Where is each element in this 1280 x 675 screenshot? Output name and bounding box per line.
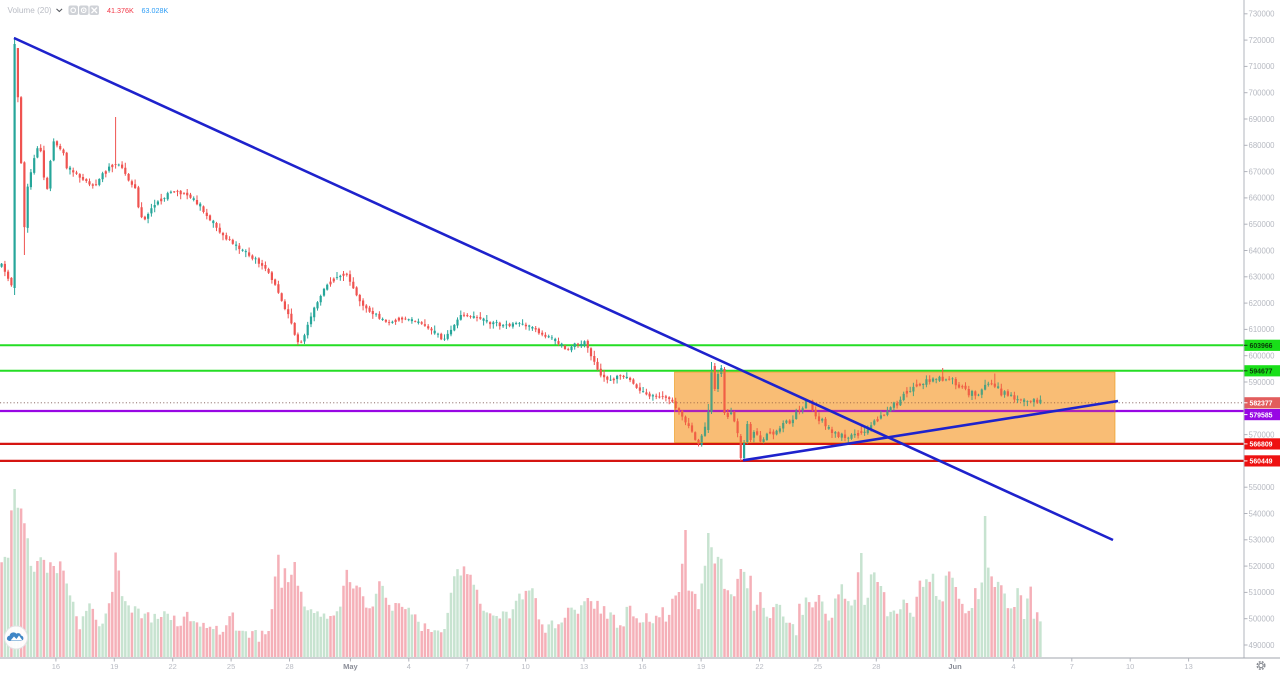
svg-text:540000: 540000 [1249, 509, 1276, 518]
svg-text:603966: 603966 [1250, 343, 1273, 350]
svg-text:22: 22 [169, 662, 177, 671]
svg-text:Jun: Jun [948, 662, 962, 671]
svg-text:25: 25 [814, 662, 822, 671]
svg-text:520000: 520000 [1249, 562, 1276, 571]
svg-text:Volume (20): Volume (20) [8, 6, 52, 15]
svg-text:4: 4 [1011, 662, 1015, 671]
svg-text:650000: 650000 [1249, 220, 1276, 229]
svg-text:700000: 700000 [1249, 89, 1276, 98]
svg-text:660000: 660000 [1249, 194, 1276, 203]
svg-text:7: 7 [1070, 662, 1074, 671]
svg-text:490000: 490000 [1249, 641, 1276, 650]
svg-text:640000: 640000 [1249, 246, 1276, 255]
svg-text:25: 25 [227, 662, 235, 671]
svg-text:566809: 566809 [1250, 442, 1273, 449]
svg-text:22: 22 [755, 662, 763, 671]
svg-text:16: 16 [52, 662, 60, 671]
svg-text:510000: 510000 [1249, 588, 1276, 597]
svg-text:680000: 680000 [1249, 141, 1276, 150]
svg-text:690000: 690000 [1249, 115, 1276, 124]
svg-text:500000: 500000 [1249, 615, 1276, 624]
svg-text:720000: 720000 [1249, 36, 1276, 45]
svg-text:41.376K: 41.376K [107, 6, 134, 15]
svg-text:730000: 730000 [1249, 10, 1276, 19]
svg-text:19: 19 [110, 662, 118, 671]
svg-text:4: 4 [407, 662, 411, 671]
svg-text:590000: 590000 [1249, 378, 1276, 387]
svg-text:600000: 600000 [1249, 352, 1276, 361]
svg-text:582377: 582377 [1250, 401, 1273, 408]
svg-text:63.028K: 63.028K [142, 6, 169, 15]
svg-text:13: 13 [1184, 662, 1192, 671]
svg-text:28: 28 [285, 662, 293, 671]
svg-text:550000: 550000 [1249, 483, 1276, 492]
svg-text:530000: 530000 [1249, 536, 1276, 545]
svg-text:19: 19 [697, 662, 705, 671]
svg-text:10: 10 [1126, 662, 1134, 671]
svg-text:28: 28 [872, 662, 880, 671]
svg-text:570000: 570000 [1249, 430, 1276, 439]
svg-text:560449: 560449 [1250, 459, 1273, 466]
svg-text:594677: 594677 [1250, 369, 1273, 376]
svg-text:610000: 610000 [1249, 325, 1276, 334]
svg-text:579585: 579585 [1250, 412, 1273, 419]
svg-text:7: 7 [465, 662, 469, 671]
svg-text:10: 10 [521, 662, 529, 671]
svg-text:620000: 620000 [1249, 299, 1276, 308]
svg-text:710000: 710000 [1249, 62, 1276, 71]
svg-text:13: 13 [580, 662, 588, 671]
svg-text:16: 16 [638, 662, 646, 671]
svg-text:670000: 670000 [1249, 167, 1276, 176]
svg-text:630000: 630000 [1249, 273, 1276, 282]
svg-text:May: May [343, 662, 358, 671]
